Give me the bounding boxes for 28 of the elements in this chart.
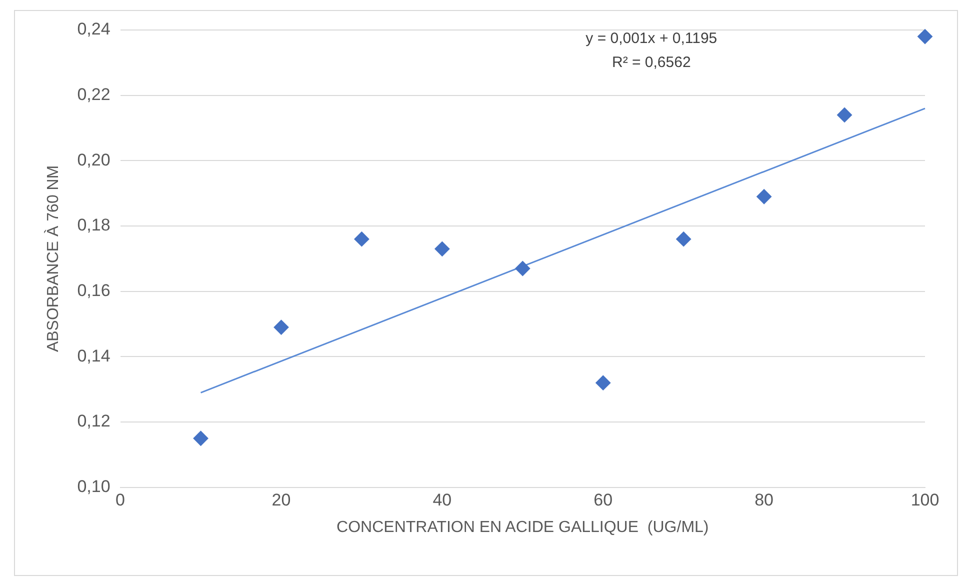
point [918, 29, 932, 44]
point [756, 189, 772, 204]
point [354, 232, 370, 247]
point [837, 107, 852, 122]
x-tick-label: 60 [594, 490, 613, 510]
y-tick-label: 0,22 [77, 85, 110, 104]
point [434, 241, 450, 256]
x-tick-label: 100 [910, 490, 940, 510]
x-axis-title: CONCENTRATION EN ACIDE GALLIQUE (UG/ML) [336, 518, 709, 536]
point [515, 261, 530, 276]
point [193, 430, 208, 446]
x-tick-label: 80 [754, 490, 774, 510]
point [676, 232, 692, 247]
x-tick-label: 0 [116, 490, 126, 510]
y-tick-label: 0,20 [77, 150, 110, 170]
y-tick-label: 0,18 [77, 216, 110, 235]
annotation: y = 0,001x + 0,1195 [586, 30, 718, 48]
y-tick-label: 0,12 [77, 412, 110, 431]
y-tick-label: 0,14 [77, 346, 110, 366]
point [274, 320, 289, 335]
x-tick-label: 40 [432, 490, 452, 510]
y-tick-label: 0,24 [77, 20, 110, 39]
x-tick-label: 20 [272, 490, 291, 510]
y-tick-label: 0,16 [77, 281, 110, 300]
annotation: R² = 0,6562 [612, 54, 691, 72]
point [596, 375, 611, 390]
y-tick-label: 0,10 [77, 477, 110, 496]
y-axis-title: ABSORBANCE À 760 NM [44, 165, 62, 352]
